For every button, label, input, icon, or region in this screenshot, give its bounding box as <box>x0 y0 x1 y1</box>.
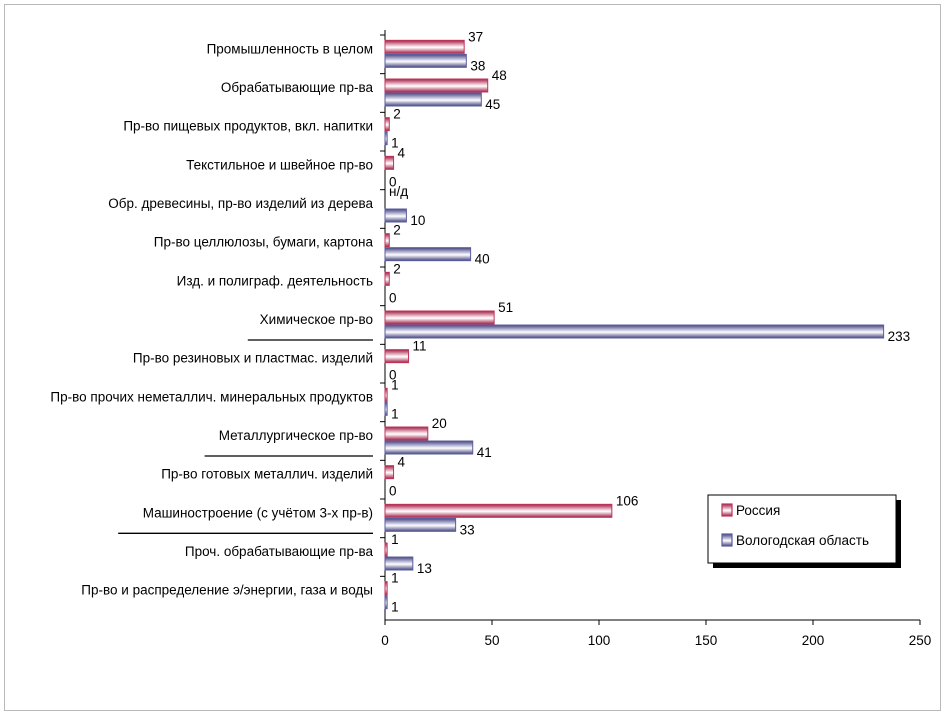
bar-russia <box>384 581 388 596</box>
data-label: 37 <box>468 29 483 44</box>
bar-russia <box>384 310 495 325</box>
category-label: Машиностроение (с учётом 3-х пр-в) <box>143 505 373 520</box>
data-label: 13 <box>417 561 432 576</box>
data-label: 2 <box>393 107 401 122</box>
bar-russia <box>384 155 395 170</box>
data-label: 51 <box>498 300 513 315</box>
legend-label: Вологодская область <box>736 533 869 548</box>
bar-vologda <box>384 131 388 146</box>
x-tick-label: 150 <box>695 633 718 648</box>
data-label: 1 <box>391 571 399 586</box>
bar-vologda <box>384 92 482 107</box>
category-label: Пр-во резиновых и пластмас. изделий <box>133 351 373 366</box>
bar-russia <box>384 233 390 248</box>
bar-russia <box>384 39 465 54</box>
data-label: 1 <box>391 377 399 392</box>
category-label: Промышленность в целом <box>207 41 373 56</box>
data-label: 1 <box>391 600 399 615</box>
category-label: Изд. и полиграф. деятельность <box>177 273 373 288</box>
bar-russia <box>384 465 395 480</box>
category-label: Пр-во целлюлозы, бумаги, картона <box>154 235 374 250</box>
category-label: Обр. древесины, пр-во изделий из дерева <box>108 196 373 211</box>
data-label: 106 <box>616 493 639 508</box>
category-label: Проч. обрабатывающие пр-ва <box>185 544 374 559</box>
data-label: 10 <box>410 213 425 228</box>
x-tick-label: 0 <box>381 633 389 648</box>
bar-russia <box>384 503 613 518</box>
bar-vologda <box>384 556 414 571</box>
bar-vologda <box>384 53 467 68</box>
data-label: 1 <box>391 136 399 151</box>
bar-vologda <box>384 595 388 610</box>
bar-vologda <box>384 324 885 339</box>
data-label: 0 <box>389 174 397 189</box>
bar-russia <box>384 542 388 557</box>
category-label: Химическое пр-во <box>260 312 373 327</box>
data-label: 4 <box>398 455 406 470</box>
legend-box <box>707 494 897 564</box>
data-label: 11 <box>413 339 427 354</box>
data-label: 33 <box>460 522 475 537</box>
legend-swatch-vologda <box>721 533 733 547</box>
data-label: 1 <box>391 532 399 547</box>
category-label: Металлургическое пр-во <box>219 428 373 443</box>
x-tick-label: 200 <box>802 633 825 648</box>
data-label: 48 <box>492 68 507 83</box>
bar-russia <box>384 349 410 364</box>
bar-russia <box>384 271 390 286</box>
bar-russia <box>384 426 429 441</box>
category-label: Пр-во готовых металлич. изделий <box>161 467 373 482</box>
data-label: 38 <box>470 58 485 73</box>
data-label: н/д <box>389 184 408 199</box>
bar-vologda <box>384 247 472 262</box>
data-label: 45 <box>485 97 500 112</box>
data-label: 0 <box>389 290 397 305</box>
bar-russia <box>384 78 489 93</box>
bar-russia <box>384 117 390 132</box>
data-label: 0 <box>389 484 397 499</box>
legend: Россия Вологодская область <box>707 494 901 568</box>
chart-frame <box>4 4 941 711</box>
data-label: 2 <box>393 223 401 238</box>
bar-vologda <box>384 208 407 223</box>
bar-vologda <box>384 401 388 416</box>
data-label: 2 <box>393 261 401 276</box>
category-label: Обрабатывающие пр-ва <box>221 80 374 95</box>
x-tick-label: 250 <box>909 633 932 648</box>
bar-vologda <box>384 440 474 455</box>
category-label: Пр-во и распределение э/энергии, газа и … <box>81 583 373 598</box>
category-label: Пр-во прочих неметаллич. минеральных про… <box>50 389 373 404</box>
legend-swatch-russia <box>721 503 733 517</box>
category-label: Текстильное и швейное пр-во <box>186 157 373 172</box>
data-label: 41 <box>477 445 492 460</box>
data-label: 40 <box>475 252 490 267</box>
legend-label: Россия <box>736 503 780 518</box>
bar-vologda <box>384 517 457 532</box>
data-label: 1 <box>391 406 399 421</box>
x-tick-label: 100 <box>588 633 611 648</box>
data-label: 20 <box>432 416 447 431</box>
data-label: 0 <box>389 368 397 383</box>
data-label: 4 <box>398 145 406 160</box>
bar-russia <box>384 387 388 402</box>
data-label: 233 <box>888 329 911 344</box>
x-tick-label: 50 <box>484 633 499 648</box>
category-label: Пр-во пищевых продуктов, вкл. напитки <box>123 119 373 134</box>
